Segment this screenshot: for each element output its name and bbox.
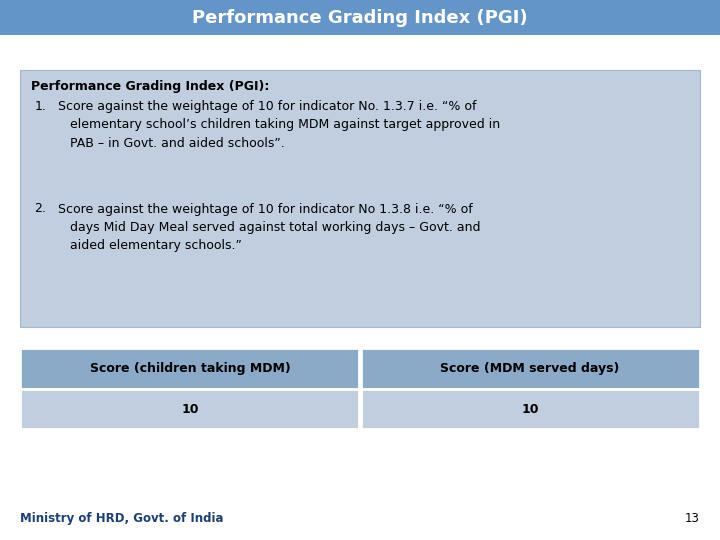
Text: 1.: 1. xyxy=(35,100,46,113)
Text: Score (children taking MDM): Score (children taking MDM) xyxy=(90,362,290,375)
Text: Score (MDM served days): Score (MDM served days) xyxy=(440,362,620,375)
Text: Score against the weightage of 10 for indicator No. 1.3.7 i.e. “% of
   elementa: Score against the weightage of 10 for in… xyxy=(58,100,500,150)
Text: Ministry of HRD, Govt. of India: Ministry of HRD, Govt. of India xyxy=(20,512,224,525)
Text: 10: 10 xyxy=(181,402,199,416)
FancyBboxPatch shape xyxy=(20,70,700,327)
Text: 13: 13 xyxy=(685,512,700,525)
FancyBboxPatch shape xyxy=(0,0,720,35)
FancyBboxPatch shape xyxy=(361,348,700,389)
FancyBboxPatch shape xyxy=(20,389,359,429)
FancyBboxPatch shape xyxy=(361,389,700,429)
FancyBboxPatch shape xyxy=(20,348,359,389)
Text: Performance Grading Index (PGI):: Performance Grading Index (PGI): xyxy=(31,80,269,93)
Text: 2.: 2. xyxy=(35,202,46,215)
Text: Performance Grading Index (PGI): Performance Grading Index (PGI) xyxy=(192,9,528,26)
Text: 10: 10 xyxy=(521,402,539,416)
Text: Score against the weightage of 10 for indicator No 1.3.8 i.e. “% of
   days Mid : Score against the weightage of 10 for in… xyxy=(58,202,481,253)
